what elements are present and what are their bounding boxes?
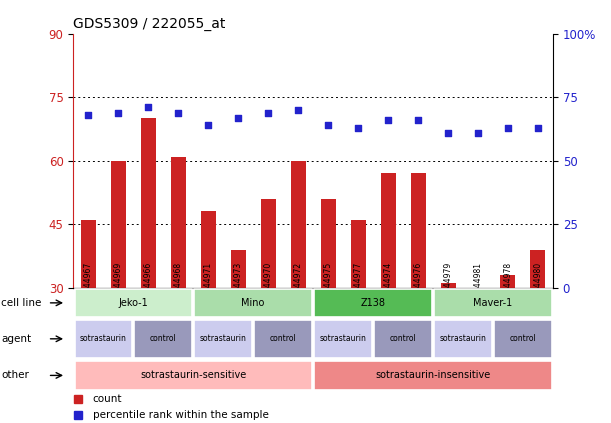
FancyBboxPatch shape	[314, 289, 432, 317]
Text: GSM1044979: GSM1044979	[444, 262, 453, 313]
FancyBboxPatch shape	[314, 320, 372, 358]
Point	[293, 107, 303, 113]
Text: GSM1044968: GSM1044968	[174, 262, 183, 313]
Text: control: control	[270, 334, 296, 343]
Text: agent: agent	[1, 334, 32, 344]
FancyBboxPatch shape	[75, 320, 132, 358]
FancyBboxPatch shape	[434, 320, 492, 358]
Text: Mino: Mino	[241, 298, 265, 308]
Point	[443, 129, 453, 136]
Text: GSM1044969: GSM1044969	[114, 262, 123, 313]
FancyBboxPatch shape	[75, 361, 312, 390]
Bar	[411, 173, 425, 288]
FancyBboxPatch shape	[75, 289, 192, 317]
Bar	[321, 199, 335, 288]
Text: Jeko-1: Jeko-1	[119, 298, 148, 308]
Point	[533, 124, 543, 131]
Bar	[261, 199, 276, 288]
FancyBboxPatch shape	[434, 289, 552, 317]
Point	[383, 117, 393, 124]
Point	[473, 129, 483, 136]
Point	[413, 117, 423, 124]
Point	[84, 112, 93, 118]
Bar	[381, 173, 395, 288]
Text: control: control	[390, 334, 417, 343]
Text: GSM1044971: GSM1044971	[203, 262, 213, 313]
Text: GSM1044967: GSM1044967	[84, 262, 93, 313]
Point	[263, 109, 273, 116]
Text: sotrastaurin: sotrastaurin	[200, 334, 247, 343]
FancyBboxPatch shape	[194, 320, 252, 358]
Text: Maver-1: Maver-1	[474, 298, 513, 308]
Bar	[111, 161, 126, 288]
Bar	[441, 283, 456, 288]
Text: sotrastaurin: sotrastaurin	[439, 334, 486, 343]
FancyBboxPatch shape	[314, 361, 552, 390]
Text: GSM1044976: GSM1044976	[414, 262, 423, 313]
Text: GSM1044981: GSM1044981	[474, 262, 483, 313]
Point	[114, 109, 123, 116]
Bar	[500, 275, 516, 288]
Text: percentile rank within the sample: percentile rank within the sample	[92, 410, 268, 420]
Point	[353, 124, 363, 131]
Text: count: count	[92, 394, 122, 404]
Text: GSM1044975: GSM1044975	[324, 262, 332, 313]
Bar	[141, 118, 156, 288]
FancyBboxPatch shape	[494, 320, 552, 358]
Point	[503, 124, 513, 131]
Text: GSM1044978: GSM1044978	[503, 262, 513, 313]
Text: GSM1044973: GSM1044973	[233, 262, 243, 313]
FancyBboxPatch shape	[254, 320, 312, 358]
Text: GDS5309 / 222055_at: GDS5309 / 222055_at	[73, 17, 225, 31]
FancyBboxPatch shape	[375, 320, 432, 358]
Bar	[231, 250, 246, 288]
Text: GSM1044970: GSM1044970	[264, 262, 273, 313]
Point	[174, 109, 183, 116]
Text: GSM1044966: GSM1044966	[144, 262, 153, 313]
Text: cell line: cell line	[1, 298, 42, 308]
Point	[323, 122, 333, 129]
Text: GSM1044980: GSM1044980	[533, 262, 543, 313]
FancyBboxPatch shape	[194, 289, 312, 317]
Text: Z138: Z138	[360, 298, 386, 308]
Text: control: control	[150, 334, 177, 343]
FancyBboxPatch shape	[134, 320, 192, 358]
Point	[233, 114, 243, 121]
Text: control: control	[510, 334, 536, 343]
Text: sotrastaurin-sensitive: sotrastaurin-sensitive	[140, 371, 246, 380]
Bar	[201, 212, 216, 288]
Bar	[81, 220, 96, 288]
Text: sotrastaurin: sotrastaurin	[320, 334, 367, 343]
Bar	[530, 250, 546, 288]
Text: sotrastaurin-insensitive: sotrastaurin-insensitive	[375, 371, 491, 380]
Bar	[351, 220, 365, 288]
Text: GSM1044972: GSM1044972	[294, 262, 302, 313]
Bar	[291, 161, 306, 288]
Text: sotrastaurin: sotrastaurin	[80, 334, 126, 343]
Point	[144, 104, 153, 111]
Text: other: other	[1, 371, 29, 380]
Text: GSM1044974: GSM1044974	[384, 262, 393, 313]
Bar	[170, 157, 186, 288]
Text: GSM1044977: GSM1044977	[354, 262, 362, 313]
Point	[203, 122, 213, 129]
